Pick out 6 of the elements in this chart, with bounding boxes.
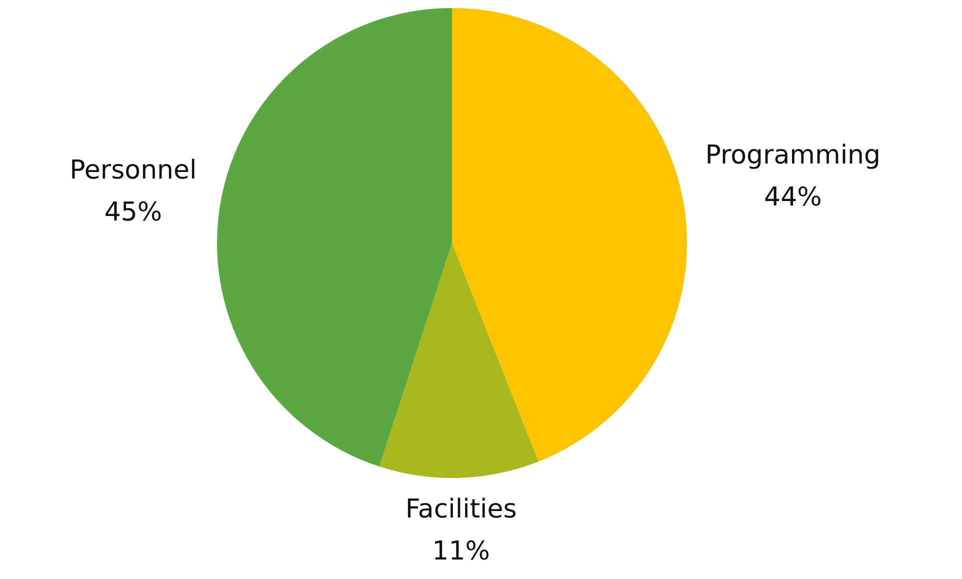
slice-label: Personnel [70, 155, 197, 186]
data-label: 45% [104, 197, 162, 228]
data-label: 11% [432, 536, 490, 566]
slice-label: Programming [705, 140, 881, 171]
slice-label: Facilities [405, 494, 517, 524]
data-label: 44% [764, 182, 822, 213]
